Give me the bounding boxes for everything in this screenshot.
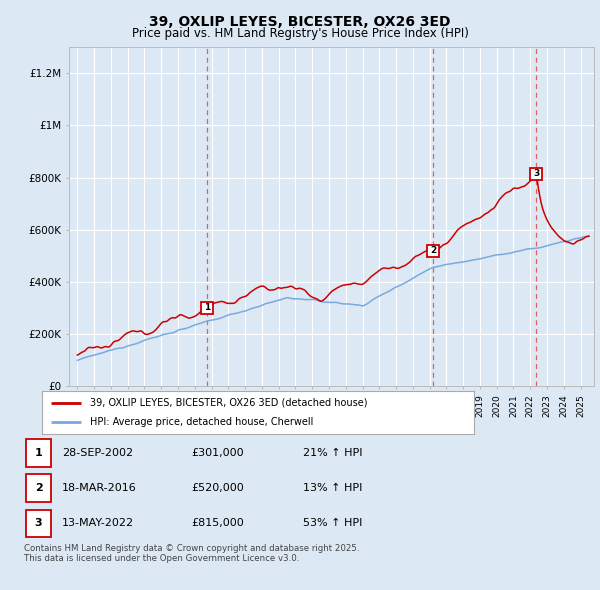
- FancyBboxPatch shape: [26, 510, 51, 537]
- Text: 2: 2: [430, 246, 436, 255]
- Text: 53% ↑ HPI: 53% ↑ HPI: [303, 519, 362, 529]
- Text: HPI: Average price, detached house, Cherwell: HPI: Average price, detached house, Cher…: [89, 417, 313, 427]
- Text: 13% ↑ HPI: 13% ↑ HPI: [303, 483, 362, 493]
- Text: 28-SEP-2002: 28-SEP-2002: [62, 448, 133, 458]
- Text: 3: 3: [35, 519, 43, 529]
- Text: £815,000: £815,000: [191, 519, 244, 529]
- Text: 18-MAR-2016: 18-MAR-2016: [62, 483, 137, 493]
- Text: 39, OXLIP LEYES, BICESTER, OX26 3ED: 39, OXLIP LEYES, BICESTER, OX26 3ED: [149, 15, 451, 30]
- Text: 2: 2: [35, 483, 43, 493]
- Text: £520,000: £520,000: [191, 483, 244, 493]
- Text: £301,000: £301,000: [191, 448, 244, 458]
- FancyBboxPatch shape: [26, 474, 51, 502]
- Text: 3: 3: [533, 169, 539, 178]
- Text: Contains HM Land Registry data © Crown copyright and database right 2025.
This d: Contains HM Land Registry data © Crown c…: [24, 544, 359, 563]
- Text: 13-MAY-2022: 13-MAY-2022: [62, 519, 134, 529]
- Text: 1: 1: [204, 303, 211, 312]
- FancyBboxPatch shape: [26, 440, 51, 467]
- Text: 39, OXLIP LEYES, BICESTER, OX26 3ED (detached house): 39, OXLIP LEYES, BICESTER, OX26 3ED (det…: [89, 398, 367, 408]
- Text: 1: 1: [35, 448, 43, 458]
- Text: Price paid vs. HM Land Registry's House Price Index (HPI): Price paid vs. HM Land Registry's House …: [131, 27, 469, 40]
- Text: 21% ↑ HPI: 21% ↑ HPI: [303, 448, 362, 458]
